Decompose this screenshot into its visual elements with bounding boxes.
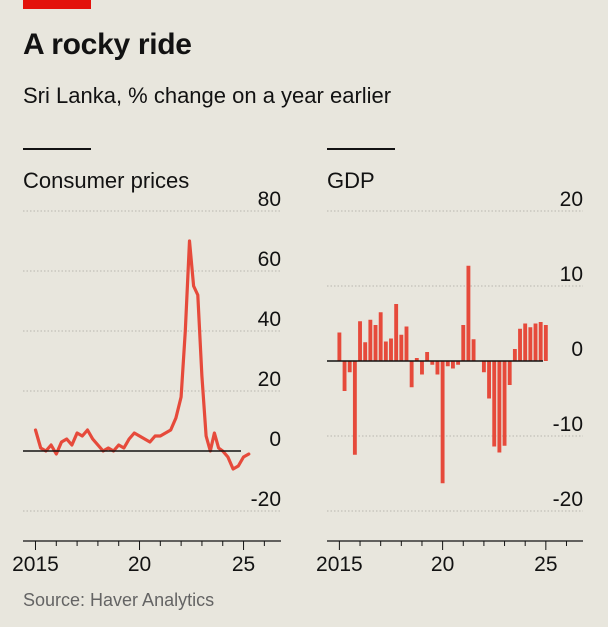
cpi-y-tick-label: 0	[269, 428, 281, 451]
gdp-bar	[461, 325, 466, 361]
gdp-bar	[425, 352, 430, 361]
gdp-bar	[445, 361, 450, 367]
gdp-bar	[342, 361, 347, 391]
gdp-y-tick-label: 0	[571, 338, 583, 361]
gdp-bar	[358, 321, 362, 361]
gdp-bar	[538, 322, 543, 361]
cpi-y-tick-label: -20	[251, 488, 281, 511]
gdp-bar	[528, 327, 533, 361]
gdp-bar	[512, 349, 517, 361]
gdp-y-tick-label: 20	[560, 188, 583, 211]
gdp-bar	[502, 361, 507, 446]
gdp-panel-title: GDP	[327, 168, 375, 193]
gdp-bar	[409, 361, 414, 388]
gdp-bar	[523, 323, 528, 361]
gdp-bar	[383, 341, 388, 361]
gdp-x-tick-label: 20	[431, 553, 454, 576]
gdp-y-tick-label: -20	[553, 488, 583, 511]
left-panel-rule	[23, 148, 91, 150]
gdp-bar	[363, 342, 368, 361]
consumer-prices-panel-title: Consumer prices	[23, 168, 190, 193]
gdp-bar	[466, 265, 471, 361]
gdp-bar	[420, 361, 424, 375]
gdp-bar	[430, 361, 435, 365]
cpi-x-tick-label: 2015	[12, 553, 59, 576]
brand-accent-bar	[23, 0, 91, 9]
gdp-bar	[507, 361, 512, 385]
gdp-bar	[399, 334, 404, 361]
gdp-bar	[518, 328, 522, 361]
cpi-x-tick-label: 25	[232, 553, 255, 576]
gdp-y-tick-label: 10	[560, 263, 583, 286]
gdp-bar	[497, 361, 502, 453]
gdp-bar	[492, 361, 497, 447]
gdp-x-tick-label: 2015	[316, 553, 363, 576]
cpi-series-line	[33, 239, 251, 471]
chart-subtitle: Sri Lanka, % change on a year earlier	[23, 83, 392, 108]
gdp-bar	[352, 361, 357, 455]
gdp-bar	[414, 358, 419, 361]
cpi-y-tick-label: 20	[258, 368, 281, 391]
gdp-bar	[435, 361, 440, 375]
gdp-bar	[481, 361, 486, 373]
gdp-bar	[487, 361, 491, 399]
gdp-bar	[378, 312, 383, 361]
gdp-bar	[337, 332, 342, 361]
source-note: Source: Haver Analytics	[23, 590, 215, 610]
gdp-bar	[394, 304, 399, 361]
gdp-bar	[533, 323, 538, 361]
gdp-bar	[440, 361, 445, 484]
gdp-bar	[543, 325, 548, 361]
gdp-bar	[404, 326, 409, 361]
gdp-y-tick-label: -10	[553, 413, 583, 436]
cpi-y-tick-label: 80	[258, 188, 281, 211]
gdp-bar	[347, 361, 352, 373]
gdp-bar	[373, 325, 378, 361]
consumer-prices-chart: 80 60 40 20 0 -20 2015 20 25	[12, 188, 281, 576]
right-panel-rule	[327, 148, 395, 150]
gdp-bar	[368, 319, 373, 361]
gdp-bar	[471, 339, 476, 361]
gdp-chart: 20 10 0 -10 -20 2015 20 25	[316, 188, 583, 576]
cpi-y-tick-label: 60	[258, 248, 281, 271]
cpi-y-tick-label: 40	[258, 308, 281, 331]
gdp-x-tick-label: 25	[534, 553, 557, 576]
cpi-x-tick-label: 20	[128, 553, 151, 576]
gdp-bar	[451, 361, 455, 369]
gdp-bar	[389, 338, 393, 361]
chart-title: A rocky ride	[23, 28, 192, 61]
gdp-bar	[456, 361, 461, 365]
